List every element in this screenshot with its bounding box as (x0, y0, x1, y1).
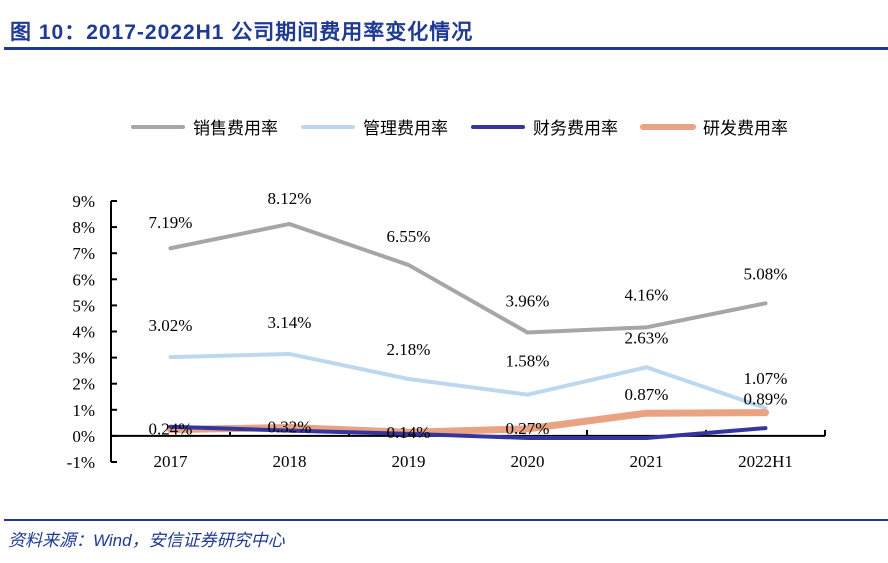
x-tick-label: 2017 (154, 452, 189, 471)
series-line-3 (167, 409, 769, 436)
data-label: 0.27% (506, 419, 550, 438)
data-label: 3.02% (149, 316, 193, 335)
series-lines (167, 221, 769, 440)
y-tick-label: 0% (72, 427, 95, 446)
source-note: 资料来源：Wind，安信证券研究中心 (8, 531, 285, 550)
legend: 销售费用率 管理费用率 财务费用率 研发费用率 (131, 119, 788, 139)
legend-label: 研发费用率 (703, 119, 788, 139)
title-divider (4, 47, 888, 50)
data-label: 6.55% (387, 227, 431, 246)
y-tick-label: 9% (72, 192, 95, 211)
y-tick-label: -1% (67, 453, 95, 472)
data-label: 0.14% (387, 423, 431, 442)
data-label: 2.18% (387, 340, 431, 359)
y-tick-label: 8% (72, 218, 95, 237)
data-label: 0.87% (625, 385, 669, 404)
x-tick-label: 2019 (392, 452, 426, 471)
data-label: 3.14% (268, 313, 312, 332)
x-tick-label: 2020 (511, 452, 545, 471)
data-label: 1.07% (744, 369, 788, 388)
y-tick-label: 7% (72, 244, 95, 263)
data-label: 0.89% (744, 390, 788, 409)
y-tick-label: 6% (72, 270, 95, 289)
y-tick-label: 3% (72, 349, 95, 368)
x-tick-label: 2021 (630, 452, 664, 471)
source-divider (4, 519, 888, 521)
data-label: 1.58% (506, 352, 550, 371)
y-tick-label: 4% (72, 323, 95, 342)
figure-title: 图 10：2017-2022H1 公司期间费用率变化情况 (10, 21, 474, 44)
data-label: 5.08% (744, 264, 788, 283)
legend-label: 财务费用率 (533, 119, 618, 139)
data-label: 7.19% (149, 213, 193, 232)
data-label: 0.32% (268, 418, 312, 437)
x-tick-label: 2022H1 (738, 452, 793, 471)
axes: -1% 0% 1% 2% 3% 4% 5% 6% 7% 8% 9% 2017 2018 2019 2020 2… (67, 192, 826, 472)
data-label: 0.24% (149, 420, 193, 439)
y-tick-label: 2% (72, 375, 95, 394)
data-label: 8.12% (268, 189, 312, 208)
legend-label: 销售费用率 (193, 119, 278, 139)
x-tick-label: 2018 (273, 452, 307, 471)
series-line-finance-overlay (169, 425, 767, 439)
data-label: 3.96% (506, 292, 550, 311)
data-label: 2.63% (625, 328, 669, 347)
data-label: 4.16% (625, 285, 669, 304)
y-tick-label: 5% (72, 296, 95, 315)
series-line-1 (168, 351, 768, 410)
data-labels: 7.19% 8.12% 6.55% 3.96% 4.16% 5.08% 3.02% 3.14%… (149, 189, 788, 442)
y-tick-label: 1% (72, 401, 95, 420)
legend-label: 管理费用率 (363, 119, 448, 139)
series-line-0 (168, 221, 768, 335)
